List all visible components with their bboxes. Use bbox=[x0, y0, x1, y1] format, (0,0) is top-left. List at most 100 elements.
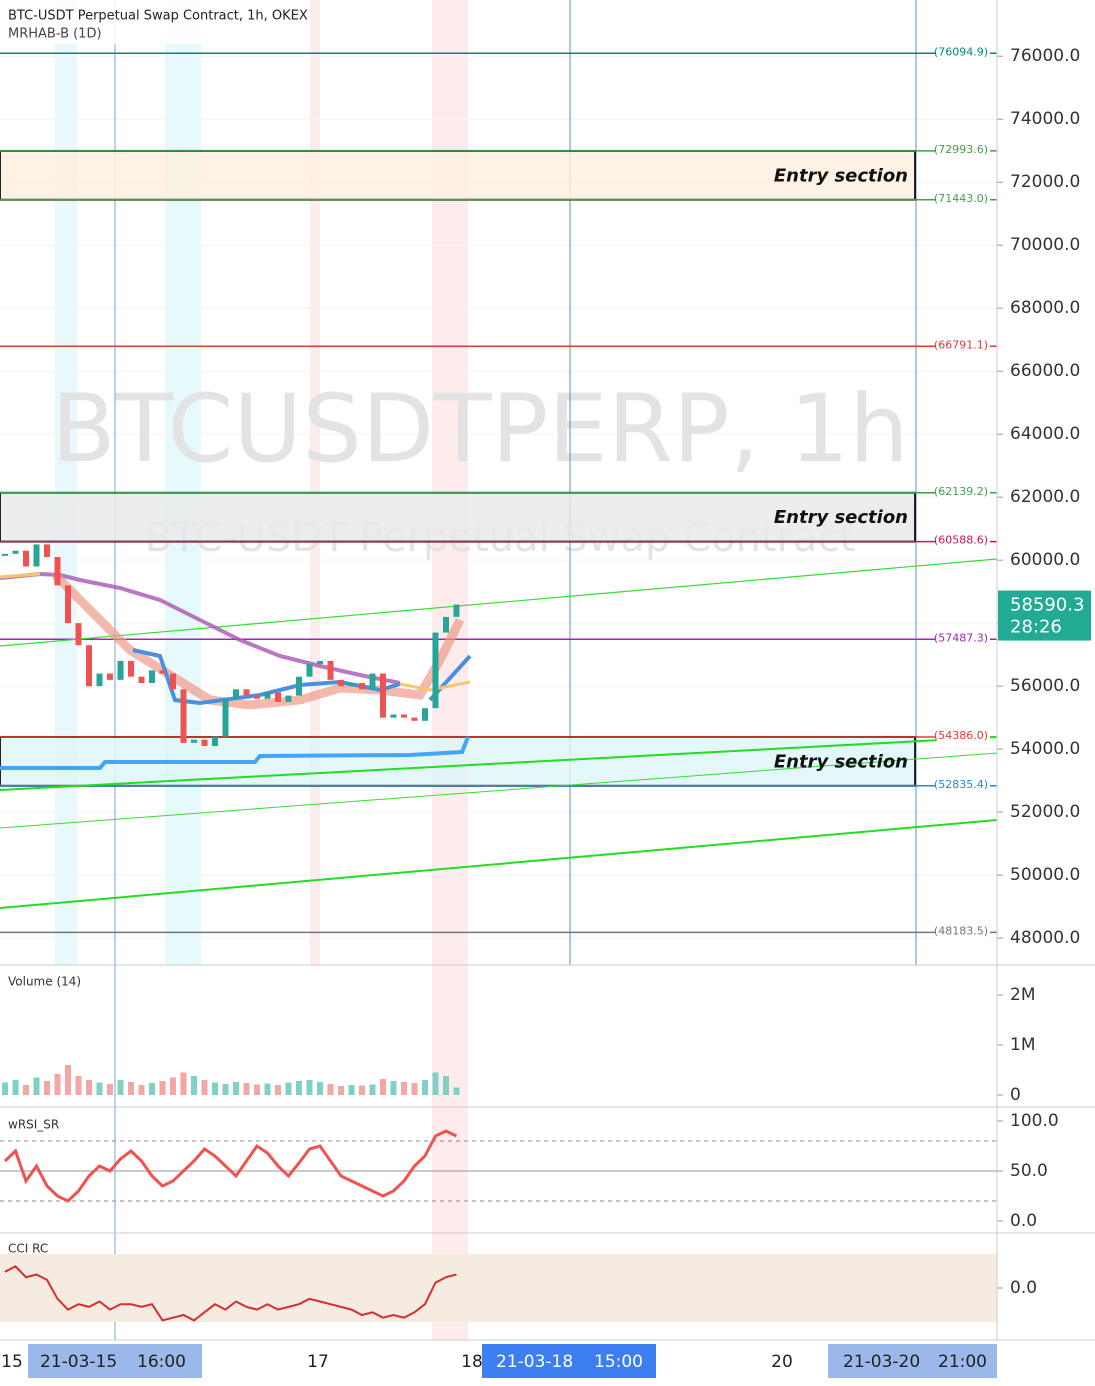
candle bbox=[411, 717, 418, 721]
y-tick-label: 76000.0 bbox=[1010, 46, 1080, 66]
level-label: (57487.3) bbox=[934, 631, 988, 644]
volume-bar bbox=[453, 1087, 460, 1095]
x-tick-label: 21-03-15 bbox=[40, 1352, 117, 1372]
level-label-bg bbox=[936, 777, 990, 792]
candle bbox=[359, 682, 365, 690]
candle bbox=[201, 739, 208, 746]
candle bbox=[149, 670, 155, 683]
level-label-bg bbox=[936, 45, 990, 60]
volume-bar bbox=[180, 1072, 187, 1095]
candle bbox=[453, 604, 460, 617]
pane-label: CCI RC bbox=[8, 1242, 48, 1256]
y-tick-label: 60000.0 bbox=[1010, 550, 1080, 570]
y-tick-label: 68000.0 bbox=[1010, 298, 1080, 318]
volume-bar bbox=[86, 1080, 92, 1095]
volume-bar bbox=[44, 1081, 50, 1095]
candle bbox=[180, 689, 187, 743]
candle bbox=[296, 676, 302, 696]
volume-bar bbox=[138, 1085, 145, 1095]
y-tick-label: 72000.0 bbox=[1010, 172, 1080, 192]
candle bbox=[23, 550, 29, 567]
level-label: (52835.4) bbox=[934, 778, 988, 791]
price-label: 58590.3 bbox=[1010, 595, 1084, 616]
y-tick-label: 0.0 bbox=[1010, 1211, 1037, 1231]
candle bbox=[275, 692, 281, 702]
candle bbox=[44, 544, 50, 558]
y-tick-label: 1M bbox=[1010, 1035, 1035, 1055]
level-label-bg bbox=[936, 631, 990, 646]
volume-bar bbox=[243, 1083, 250, 1095]
rsi-line bbox=[3, 1129, 458, 1203]
pane-label: wRSI_SR bbox=[8, 1118, 59, 1132]
level-label-bg bbox=[936, 484, 990, 499]
candle bbox=[338, 679, 344, 687]
candle bbox=[306, 664, 313, 677]
trend-line bbox=[0, 819, 998, 909]
volume-bar bbox=[338, 1086, 344, 1095]
volume-bar bbox=[23, 1085, 29, 1095]
volume-bar bbox=[65, 1065, 71, 1095]
level-label-bg bbox=[936, 533, 990, 548]
volume-bar bbox=[233, 1082, 239, 1095]
volume-bar bbox=[422, 1080, 428, 1095]
level-label-bg bbox=[936, 728, 990, 743]
volume-bar bbox=[75, 1076, 82, 1095]
candle bbox=[390, 714, 397, 718]
level-label: (76094.9) bbox=[934, 45, 988, 58]
volume-bar bbox=[401, 1082, 407, 1095]
volume-bar bbox=[390, 1081, 397, 1095]
candle bbox=[432, 632, 439, 709]
candle bbox=[159, 670, 166, 674]
y-tick-label: 2M bbox=[1010, 985, 1035, 1005]
candle bbox=[422, 708, 428, 721]
y-tick-label: 70000.0 bbox=[1010, 235, 1080, 255]
candle bbox=[254, 695, 260, 699]
level-label: (48183.5) bbox=[934, 924, 988, 937]
volume-bar bbox=[264, 1083, 271, 1095]
candle bbox=[2, 553, 8, 556]
volume-bar bbox=[443, 1076, 449, 1095]
candle bbox=[117, 660, 124, 680]
volume-bar bbox=[33, 1077, 40, 1095]
trend-line bbox=[0, 752, 998, 829]
candle bbox=[380, 673, 386, 718]
volume-bar bbox=[149, 1083, 155, 1095]
candle bbox=[317, 660, 323, 665]
candle bbox=[128, 660, 134, 677]
level-label-bg bbox=[936, 142, 990, 157]
level-label: (66791.1) bbox=[934, 338, 988, 351]
support bbox=[0, 736, 470, 770]
band bbox=[310, 0, 320, 965]
volume-bar bbox=[254, 1084, 260, 1095]
y-tick-label: 100.0 bbox=[1010, 1111, 1059, 1131]
candle bbox=[233, 689, 239, 699]
volume-bar bbox=[107, 1084, 113, 1095]
candle bbox=[264, 692, 271, 699]
candle bbox=[285, 695, 292, 702]
volume-bar bbox=[159, 1081, 166, 1095]
y-tick-label: 0.0 bbox=[1010, 1278, 1037, 1298]
y-tick-label: 64000.0 bbox=[1010, 424, 1080, 444]
x-tick-label: 20 bbox=[771, 1352, 793, 1372]
x-tick-label: 18 bbox=[461, 1352, 483, 1372]
level-label: (72993.6) bbox=[934, 143, 988, 156]
band bbox=[55, 0, 77, 965]
y-tick-label: 56000.0 bbox=[1010, 676, 1080, 696]
volume-bar bbox=[327, 1084, 334, 1095]
candle bbox=[33, 544, 40, 567]
volume-bar bbox=[128, 1082, 134, 1095]
volume-bar bbox=[317, 1082, 323, 1095]
pane-label: Volume (14) bbox=[8, 975, 81, 989]
candle bbox=[369, 673, 376, 690]
volume-bar bbox=[296, 1081, 302, 1095]
level-label-bg bbox=[936, 924, 990, 939]
candle bbox=[65, 585, 71, 624]
volume-bar bbox=[369, 1084, 376, 1095]
level-label: (62139.2) bbox=[934, 485, 988, 498]
indicator-name: MRHAB-B (1D) bbox=[8, 27, 102, 42]
candle bbox=[191, 739, 197, 743]
x-tick-label: 16:00 bbox=[137, 1352, 186, 1372]
watermark: BTCUSDTPERP, 1h bbox=[51, 375, 909, 484]
volume-bar bbox=[191, 1076, 197, 1095]
